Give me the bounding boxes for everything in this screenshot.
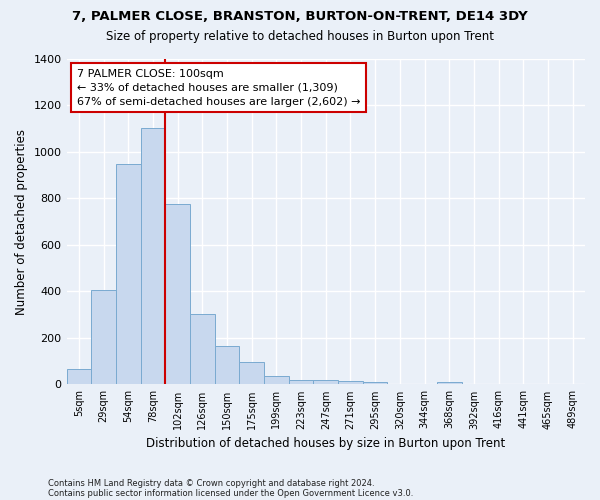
Bar [289,380,313,384]
Text: Contains HM Land Registry data © Crown copyright and database right 2024.: Contains HM Land Registry data © Crown c… [48,478,374,488]
Text: Contains public sector information licensed under the Open Government Licence v3: Contains public sector information licen… [48,488,413,498]
Bar [116,164,140,384]
Bar [437,382,461,384]
Text: Size of property relative to detached houses in Burton upon Trent: Size of property relative to detached ho… [106,30,494,43]
Bar [190,314,215,384]
Text: 7, PALMER CLOSE, BRANSTON, BURTON-ON-TRENT, DE14 3DY: 7, PALMER CLOSE, BRANSTON, BURTON-ON-TRE… [72,10,528,23]
Bar [338,381,363,384]
Text: 7 PALMER CLOSE: 100sqm
← 33% of detached houses are smaller (1,309)
67% of semi-: 7 PALMER CLOSE: 100sqm ← 33% of detached… [77,69,361,107]
Bar [91,290,116,384]
Bar [363,382,388,384]
Bar [313,380,338,384]
Bar [264,376,289,384]
Bar [140,128,165,384]
Bar [215,346,239,385]
Y-axis label: Number of detached properties: Number of detached properties [15,128,28,314]
X-axis label: Distribution of detached houses by size in Burton upon Trent: Distribution of detached houses by size … [146,437,505,450]
Bar [239,362,264,384]
Bar [165,204,190,384]
Bar [67,370,91,384]
